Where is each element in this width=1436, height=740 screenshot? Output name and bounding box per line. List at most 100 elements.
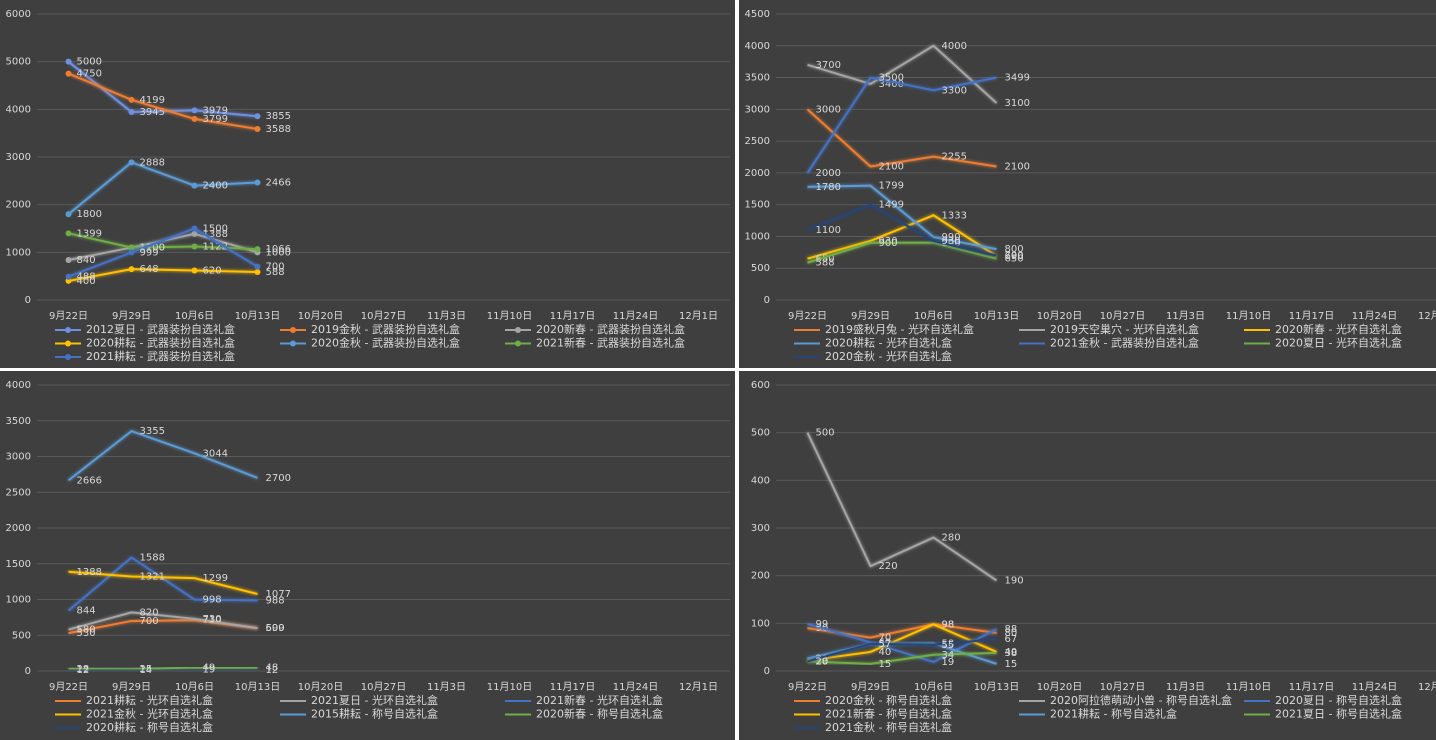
data-label: 3855 <box>266 111 291 122</box>
y-tick-label: 2500 <box>6 487 31 498</box>
data-label: 70 <box>879 633 892 644</box>
data-label: 19 <box>203 665 216 676</box>
x-tick-label: 10月13日 <box>974 681 1019 693</box>
point <box>254 246 261 253</box>
point <box>254 113 261 120</box>
series-line <box>68 72 258 130</box>
data-label: 1500 <box>203 224 228 235</box>
data-label: 700 <box>140 616 159 627</box>
legend-marker <box>515 340 521 347</box>
series-line <box>807 184 997 251</box>
data-label: 500 <box>816 428 835 439</box>
x-tick-label: 12月1日 <box>679 681 718 693</box>
x-tick-label: 10月27日 <box>361 310 406 322</box>
data-label: 3000 <box>816 104 841 115</box>
x-tick-label: 11月24日 <box>613 681 658 693</box>
y-tick-label: 0 <box>25 666 31 677</box>
data-label: 840 <box>77 255 96 266</box>
data-label: 690 <box>1005 251 1024 262</box>
data-label: 2666 <box>77 475 102 486</box>
series-line <box>68 570 258 595</box>
x-tick-label: 10月6日 <box>914 681 953 693</box>
legend-label: 2020金秋 - 称号自选礼盒 <box>825 693 952 707</box>
x-tick-label: 12月1日 <box>1418 310 1436 322</box>
data-label: 4750 <box>77 69 102 80</box>
data-label: 588 <box>816 258 835 269</box>
x-tick-label: 11月24日 <box>1352 310 1397 322</box>
data-label: 88 <box>1005 624 1018 635</box>
data-label: 400 <box>77 276 96 287</box>
series-line <box>68 268 258 282</box>
series-line <box>807 203 997 257</box>
series-line <box>67 556 258 612</box>
x-tick-label: 9月29日 <box>851 681 890 693</box>
x-tick-label: 9月29日 <box>112 310 151 322</box>
data-label: 650 <box>1005 254 1024 265</box>
data-label: 19 <box>942 657 955 668</box>
data-label: 3945 <box>140 107 165 118</box>
y-tick-label: 0 <box>25 295 31 306</box>
legend-marker <box>290 340 296 347</box>
legend-label: 2020新春 - 武器装扮自选礼盒 <box>536 322 685 336</box>
x-tick-label: 10月20日 <box>298 310 343 322</box>
data-label: 12 <box>266 665 279 676</box>
data-label: 530 <box>77 628 96 639</box>
legend-label: 2021新春 - 光环自选礼盒 <box>536 693 663 707</box>
x-tick-label: 10月20日 <box>1037 310 1082 322</box>
data-label: 2400 <box>203 181 228 192</box>
y-tick-label: 3500 <box>745 73 770 84</box>
series-line <box>806 432 998 582</box>
data-label: 650 <box>816 254 835 265</box>
x-tick-label: 10月6日 <box>914 310 953 322</box>
data-label: 57 <box>879 639 892 650</box>
y-tick-label: 0 <box>764 295 770 306</box>
y-tick-label: 4000 <box>6 104 31 115</box>
series-line <box>807 638 997 663</box>
legend-label: 2020阿拉德萌动小兽 - 称号自选礼盒 <box>1050 693 1232 707</box>
data-label: 3500 <box>879 73 904 84</box>
legend-label: 2019盛秋月兔 - 光环自选礼盒 <box>825 322 974 336</box>
data-label: 280 <box>942 533 961 544</box>
x-tick-label: 10月13日 <box>235 310 280 322</box>
y-tick-label: 1000 <box>6 595 31 606</box>
series-line <box>806 108 997 168</box>
x-tick-label: 9月29日 <box>112 681 151 693</box>
legend-marker <box>65 340 71 347</box>
series-line <box>807 241 997 264</box>
panel <box>739 0 1436 368</box>
legend-label: 2019天空巢穴 - 光环自选礼盒 <box>1050 322 1199 336</box>
data-label: 1388 <box>77 567 102 578</box>
data-label: 2888 <box>140 157 165 168</box>
data-label: 648 <box>140 264 159 275</box>
data-label: 999 <box>140 247 159 258</box>
point <box>128 244 135 251</box>
point <box>65 230 72 237</box>
legend-label: 2021夏日 - 光环自选礼盒 <box>311 693 438 707</box>
data-label: 1299 <box>203 573 228 584</box>
legend-label: 2020新春 - 光环自选礼盒 <box>1275 322 1402 336</box>
data-label: 988 <box>266 595 285 606</box>
data-label: 220 <box>879 561 898 572</box>
y-tick-label: 3000 <box>6 152 31 163</box>
data-label: 599 <box>266 623 285 634</box>
y-tick-label: 4000 <box>745 41 770 52</box>
y-tick-label: 600 <box>751 380 770 391</box>
y-tick-label: 2000 <box>6 200 31 211</box>
point <box>65 70 72 77</box>
legend-label: 2021夏日 - 称号自选礼盒 <box>1275 707 1402 721</box>
point <box>254 179 261 186</box>
data-label: 26 <box>816 654 829 665</box>
data-label: 2000 <box>816 168 841 179</box>
series-line <box>68 668 258 672</box>
data-label: 12 <box>77 665 90 676</box>
series-line <box>68 611 258 631</box>
series-line <box>807 651 997 665</box>
data-label: 998 <box>203 595 222 606</box>
data-label: 820 <box>140 607 159 618</box>
data-label: 990 <box>942 232 961 243</box>
x-tick-label: 10月20日 <box>1037 681 1082 693</box>
legend-label: 2021金秋 - 称号自选礼盒 <box>825 720 952 734</box>
point <box>191 107 198 114</box>
data-label: 1333 <box>942 210 967 221</box>
series-line <box>806 76 997 174</box>
